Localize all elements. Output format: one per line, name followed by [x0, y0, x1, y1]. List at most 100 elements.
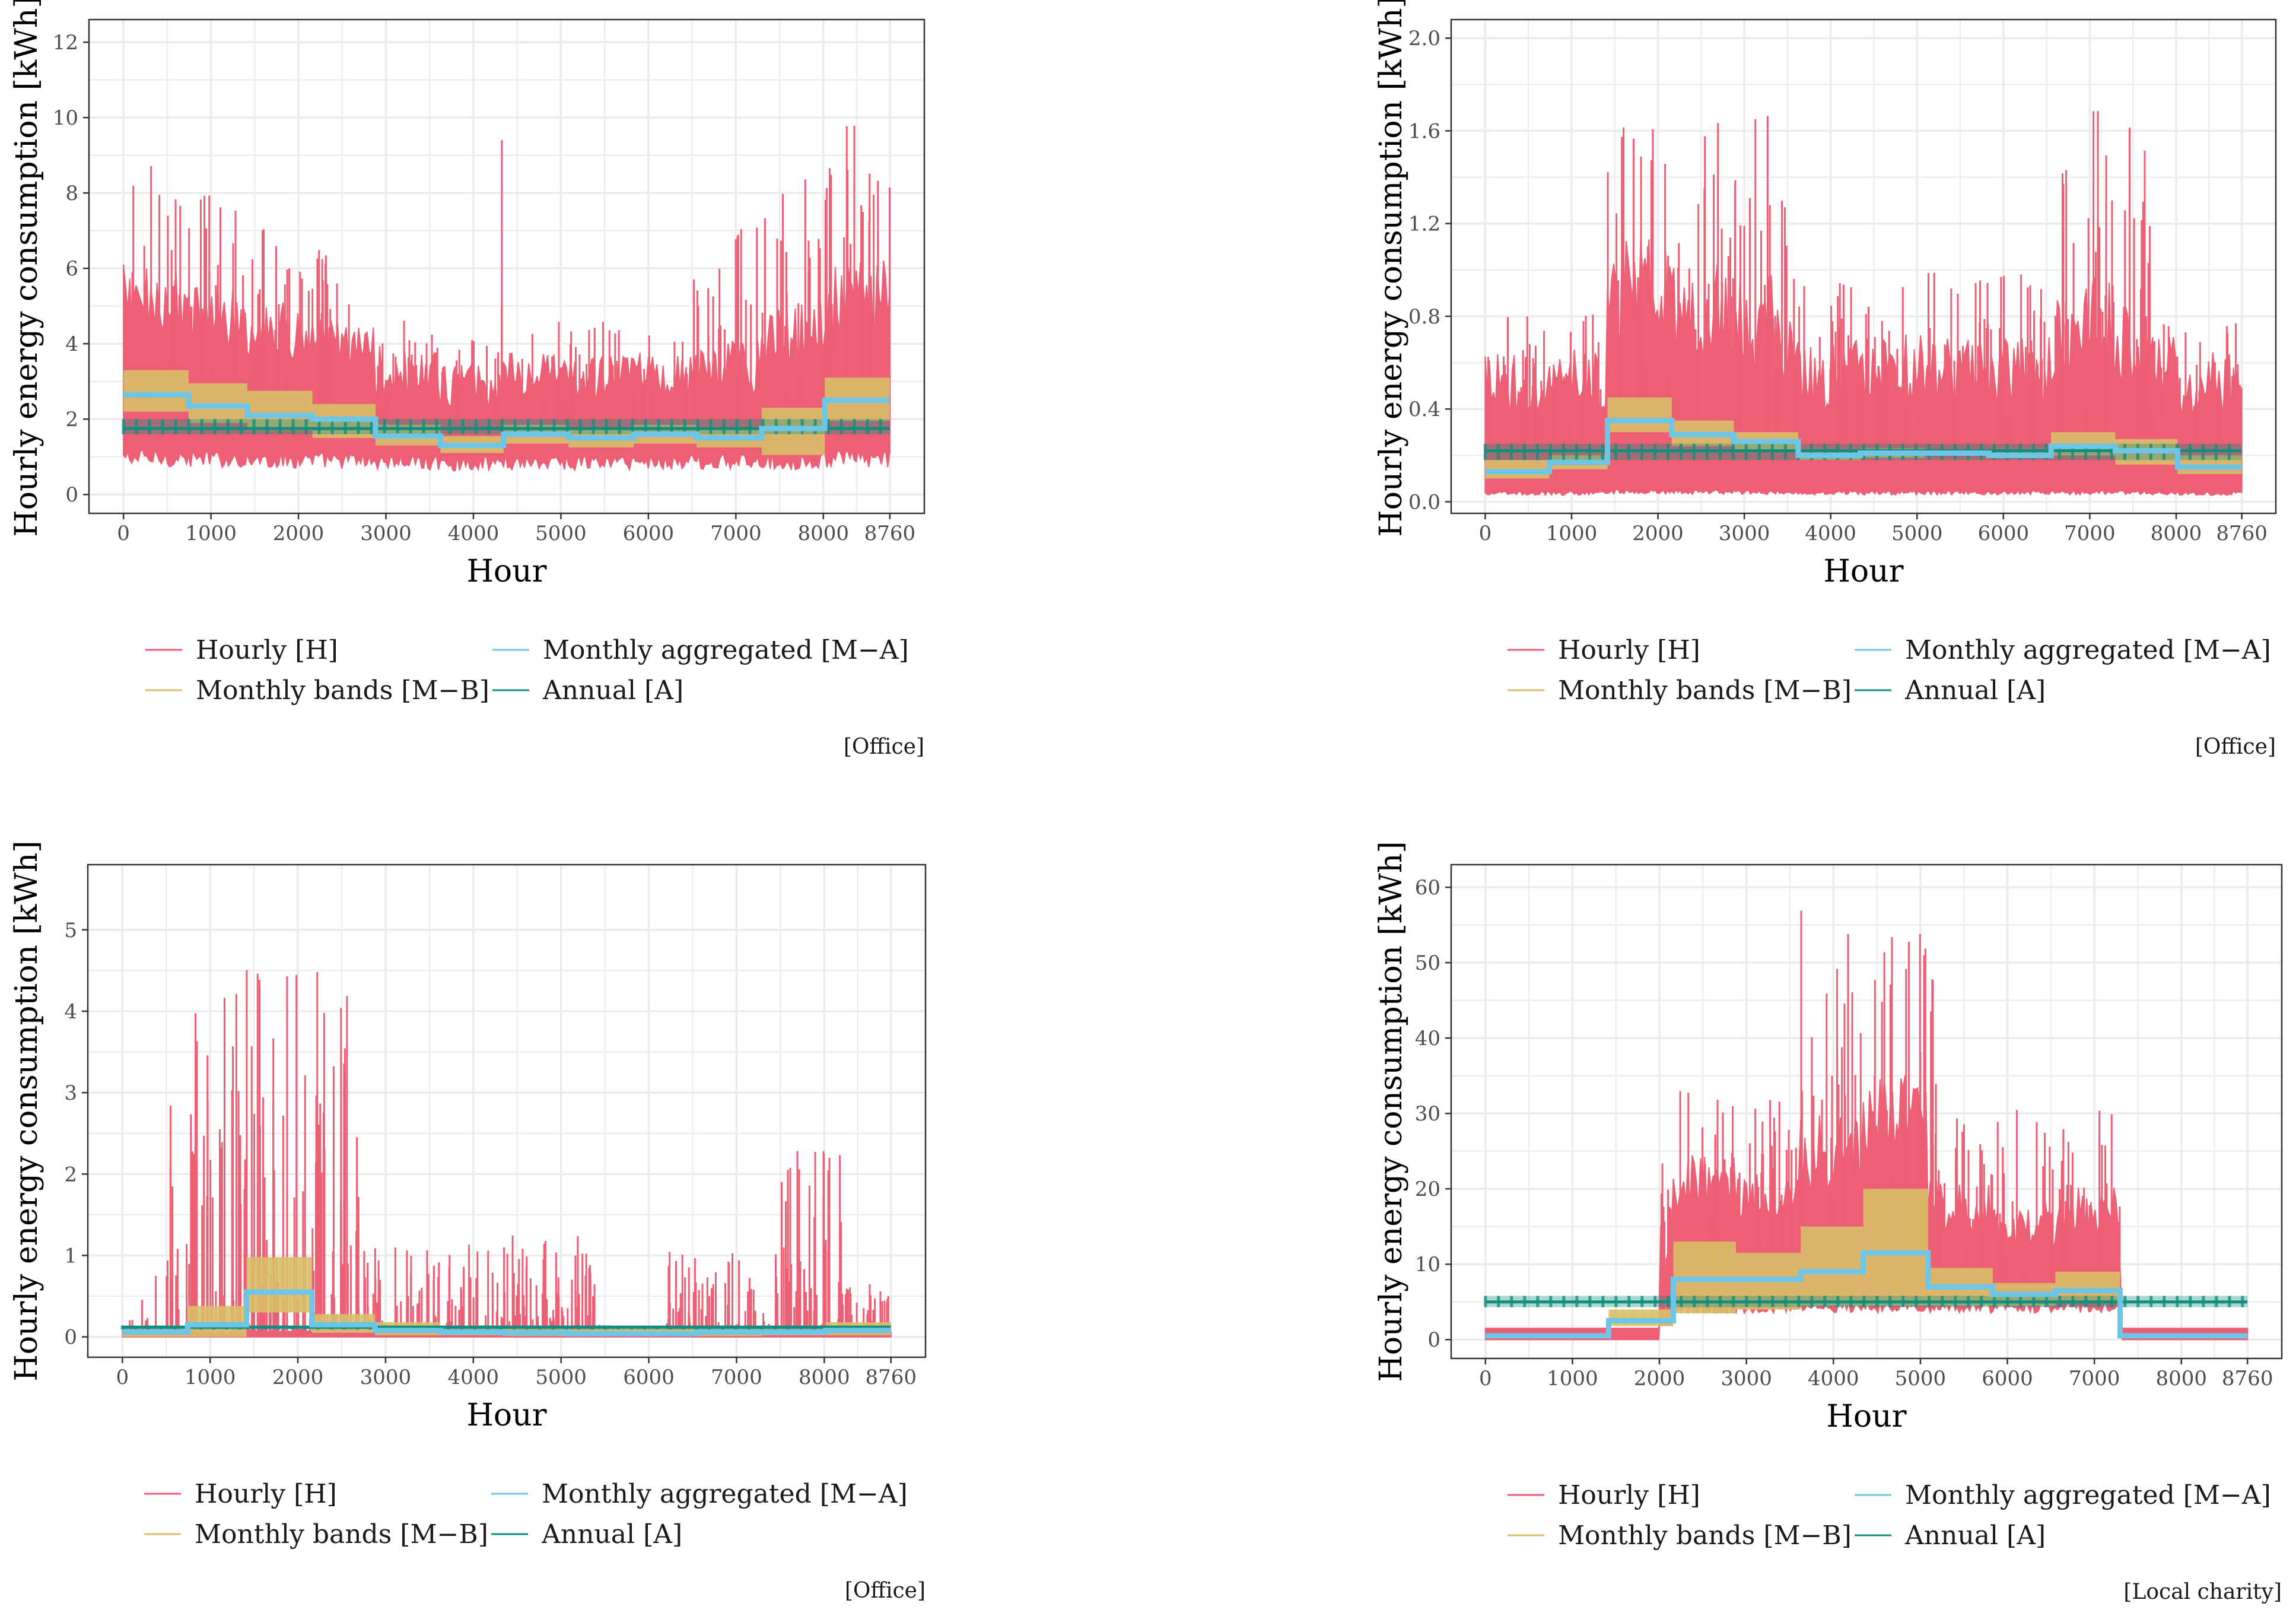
chart-2-svg: 0 1000 2000 3000 4000 5000 6000 7000 8000 8760 0.0…: [1373, 0, 2277, 759]
legend-monthly-bands-label: Monthly bands [M−B]: [1558, 675, 1852, 706]
annual-series: [1484, 1296, 2248, 1307]
chart-panel-4: 0 1000 2000 3000 4000 5000 6000 7000 8000 8760 0 10…: [1365, 841, 2296, 1616]
legend-annual: Annual [A]: [491, 1519, 682, 1550]
x-tick-label: 8760: [864, 522, 916, 545]
x-tick-label: 8760: [2222, 1367, 2273, 1390]
x-tick-label: 1000: [185, 1366, 236, 1389]
y-tick-label: 50: [1415, 951, 1440, 975]
chart-panel-2: 0 1000 2000 3000 4000 5000 6000 7000 8000 8760 0.0…: [1365, 0, 2296, 772]
legend-monthly-bands: Monthly bands [M−B]: [144, 1519, 488, 1550]
x-tick-label: 2000: [272, 1366, 324, 1389]
legend-monthly-bands: Monthly bands [M−B]: [1508, 1520, 1852, 1551]
legend: Hourly [H] Monthly aggregated [M−A] Monthl…: [1508, 1480, 2271, 1551]
x-tick-label: 5000: [1895, 1367, 1947, 1390]
panel-border: [87, 863, 927, 1358]
x-tick-label: 0: [1479, 1367, 1492, 1390]
panel-border: [88, 18, 926, 515]
y-tick-label: 10: [1415, 1253, 1440, 1277]
x-tick-label: 7000: [2069, 1367, 2120, 1390]
legend-monthly-bands-label: Monthly bands [M−B]: [195, 1519, 488, 1550]
monthly-band-2: [188, 383, 247, 423]
x-tick-label: 7000: [710, 522, 762, 545]
y-tick-label: 5: [64, 919, 77, 942]
legend: Hourly [H] Monthly aggregated [M−A] Monthl…: [1508, 635, 2271, 706]
monthly-band-3: [1607, 397, 1672, 433]
x-tick-label: 6000: [623, 1366, 675, 1389]
x-tick-label: 1000: [1546, 522, 1598, 545]
legend: Hourly [H] Monthly aggregated [M−A] Monthl…: [145, 635, 909, 706]
x-tick-label: 3000: [1719, 522, 1770, 545]
x-tick-label: 5000: [535, 522, 587, 545]
legend-monthly-bands-label: Monthly bands [M−B]: [196, 675, 489, 706]
legend-annual-label: Annual [A]: [1904, 1520, 2046, 1551]
legend-monthly-aggregated-label: Monthly aggregated [M−A]: [1905, 635, 2271, 665]
y-tick-label: 1.6: [1408, 119, 1440, 143]
legend-monthly-aggregated-label: Monthly aggregated [M−A]: [542, 1479, 908, 1509]
chart-3-svg: 0 1000 2000 3000 4000 5000 6000 7000 8000 8760 0 1 2…: [9, 840, 927, 1603]
y-tick-label: 4: [64, 1000, 77, 1024]
x-tick-label: 4000: [1805, 522, 1856, 545]
legend-monthly-aggregated: Monthly aggregated [M−A]: [492, 635, 909, 665]
y-tick-label: 0.4: [1408, 398, 1440, 421]
panel-caption: [Office]: [844, 735, 924, 759]
legend-monthly-aggregated-label: Monthly aggregated [M−A]: [543, 635, 909, 665]
y-axis-title: Hourly energy consumption [kWh]: [9, 840, 44, 1381]
x-tick-label: 8760: [865, 1366, 917, 1389]
x-axis-title: Hour: [466, 554, 546, 589]
legend-hourly: Hourly [H]: [1508, 635, 1700, 665]
monthly-band-10: [2055, 1271, 2120, 1302]
legend-hourly-label: Hourly [H]: [1558, 1480, 1700, 1510]
x-axis: 0 1000 2000 3000 4000 5000 6000 7000 8000 8760: [117, 513, 915, 545]
y-tick-label: 4: [65, 332, 78, 356]
y-axis-title: Hourly energy consumption [kWh]: [9, 0, 44, 537]
y-tick-label: 0: [64, 1326, 77, 1350]
y-tick-label: 6: [65, 257, 78, 281]
y-tick-label: 60: [1415, 876, 1440, 900]
legend-annual: Annual [A]: [1855, 1520, 2046, 1551]
legend-annual-label: Annual [A]: [541, 1519, 682, 1550]
x-tick-label: 6000: [1982, 1367, 2033, 1390]
y-tick-label: 2: [64, 1163, 77, 1186]
y-tick-label: 0.0: [1408, 490, 1440, 514]
legend-monthly-bands-label: Monthly bands [M−B]: [1558, 1520, 1852, 1551]
y-axis-title: Hourly energy consumption [kWh]: [1373, 841, 1409, 1382]
x-tick-label: 8000: [2156, 1367, 2208, 1390]
y-tick-label: 40: [1415, 1027, 1440, 1050]
monthly-aggregated-series: [123, 392, 890, 449]
x-tick-label: 1000: [185, 522, 237, 545]
y-tick-label: 0.8: [1408, 305, 1440, 329]
legend-hourly-label: Hourly [H]: [1558, 635, 1700, 665]
chart-1-svg: 0 1000 2000 3000 4000 5000 6000 7000 8000 8760 0 2 4…: [9, 0, 926, 759]
y-axis: 0 1 2 3 4 5: [64, 919, 88, 1350]
x-tick-label: 7000: [2064, 522, 2116, 545]
monthly-band-2: [187, 1306, 247, 1337]
x-tick-label: 6000: [623, 522, 675, 545]
legend-hourly: Hourly [H]: [145, 635, 338, 665]
y-tick-label: 0: [65, 483, 78, 507]
y-tick-label: 12: [53, 31, 78, 55]
x-tick-label: 0: [117, 522, 130, 545]
monthly-band-3: [246, 1257, 312, 1313]
x-tick-label: 2000: [1632, 522, 1684, 545]
monthly-aggregated-series: [122, 1289, 891, 1336]
legend-hourly: Hourly [H]: [144, 1479, 337, 1509]
panel-border: [1450, 18, 2277, 515]
legend-monthly-aggregated-label: Monthly aggregated [M−A]: [1905, 1480, 2271, 1510]
chart-panel-1: 0 1000 2000 3000 4000 5000 6000 7000 8000 8760 0 2 4…: [0, 0, 949, 772]
monthly-aggregated-series: [1485, 418, 2242, 475]
x-axis-title: Hour: [1826, 1399, 1906, 1434]
y-tick-label: 2.0: [1408, 27, 1440, 50]
legend-hourly-label: Hourly [H]: [195, 1479, 337, 1509]
y-axis-title: Hourly energy consumption [kWh]: [1373, 0, 1409, 537]
x-tick-label: 4000: [1808, 1367, 1859, 1390]
y-tick-label: 10: [53, 106, 78, 130]
x-tick-label: 8000: [799, 1366, 850, 1389]
monthly-band-6: [1801, 1226, 1863, 1306]
y-tick-label: 20: [1415, 1177, 1440, 1201]
chart-panel-3: 0 1000 2000 3000 4000 5000 6000 7000 8000 8760 0 1 2…: [0, 840, 949, 1616]
x-tick-label: 5000: [1891, 522, 1943, 545]
y-tick-label: 1.2: [1408, 212, 1440, 236]
panel-border: [1450, 863, 2283, 1360]
legend-monthly-aggregated: Monthly aggregated [M−A]: [1855, 1480, 2271, 1510]
monthly-band-1: [123, 370, 189, 412]
